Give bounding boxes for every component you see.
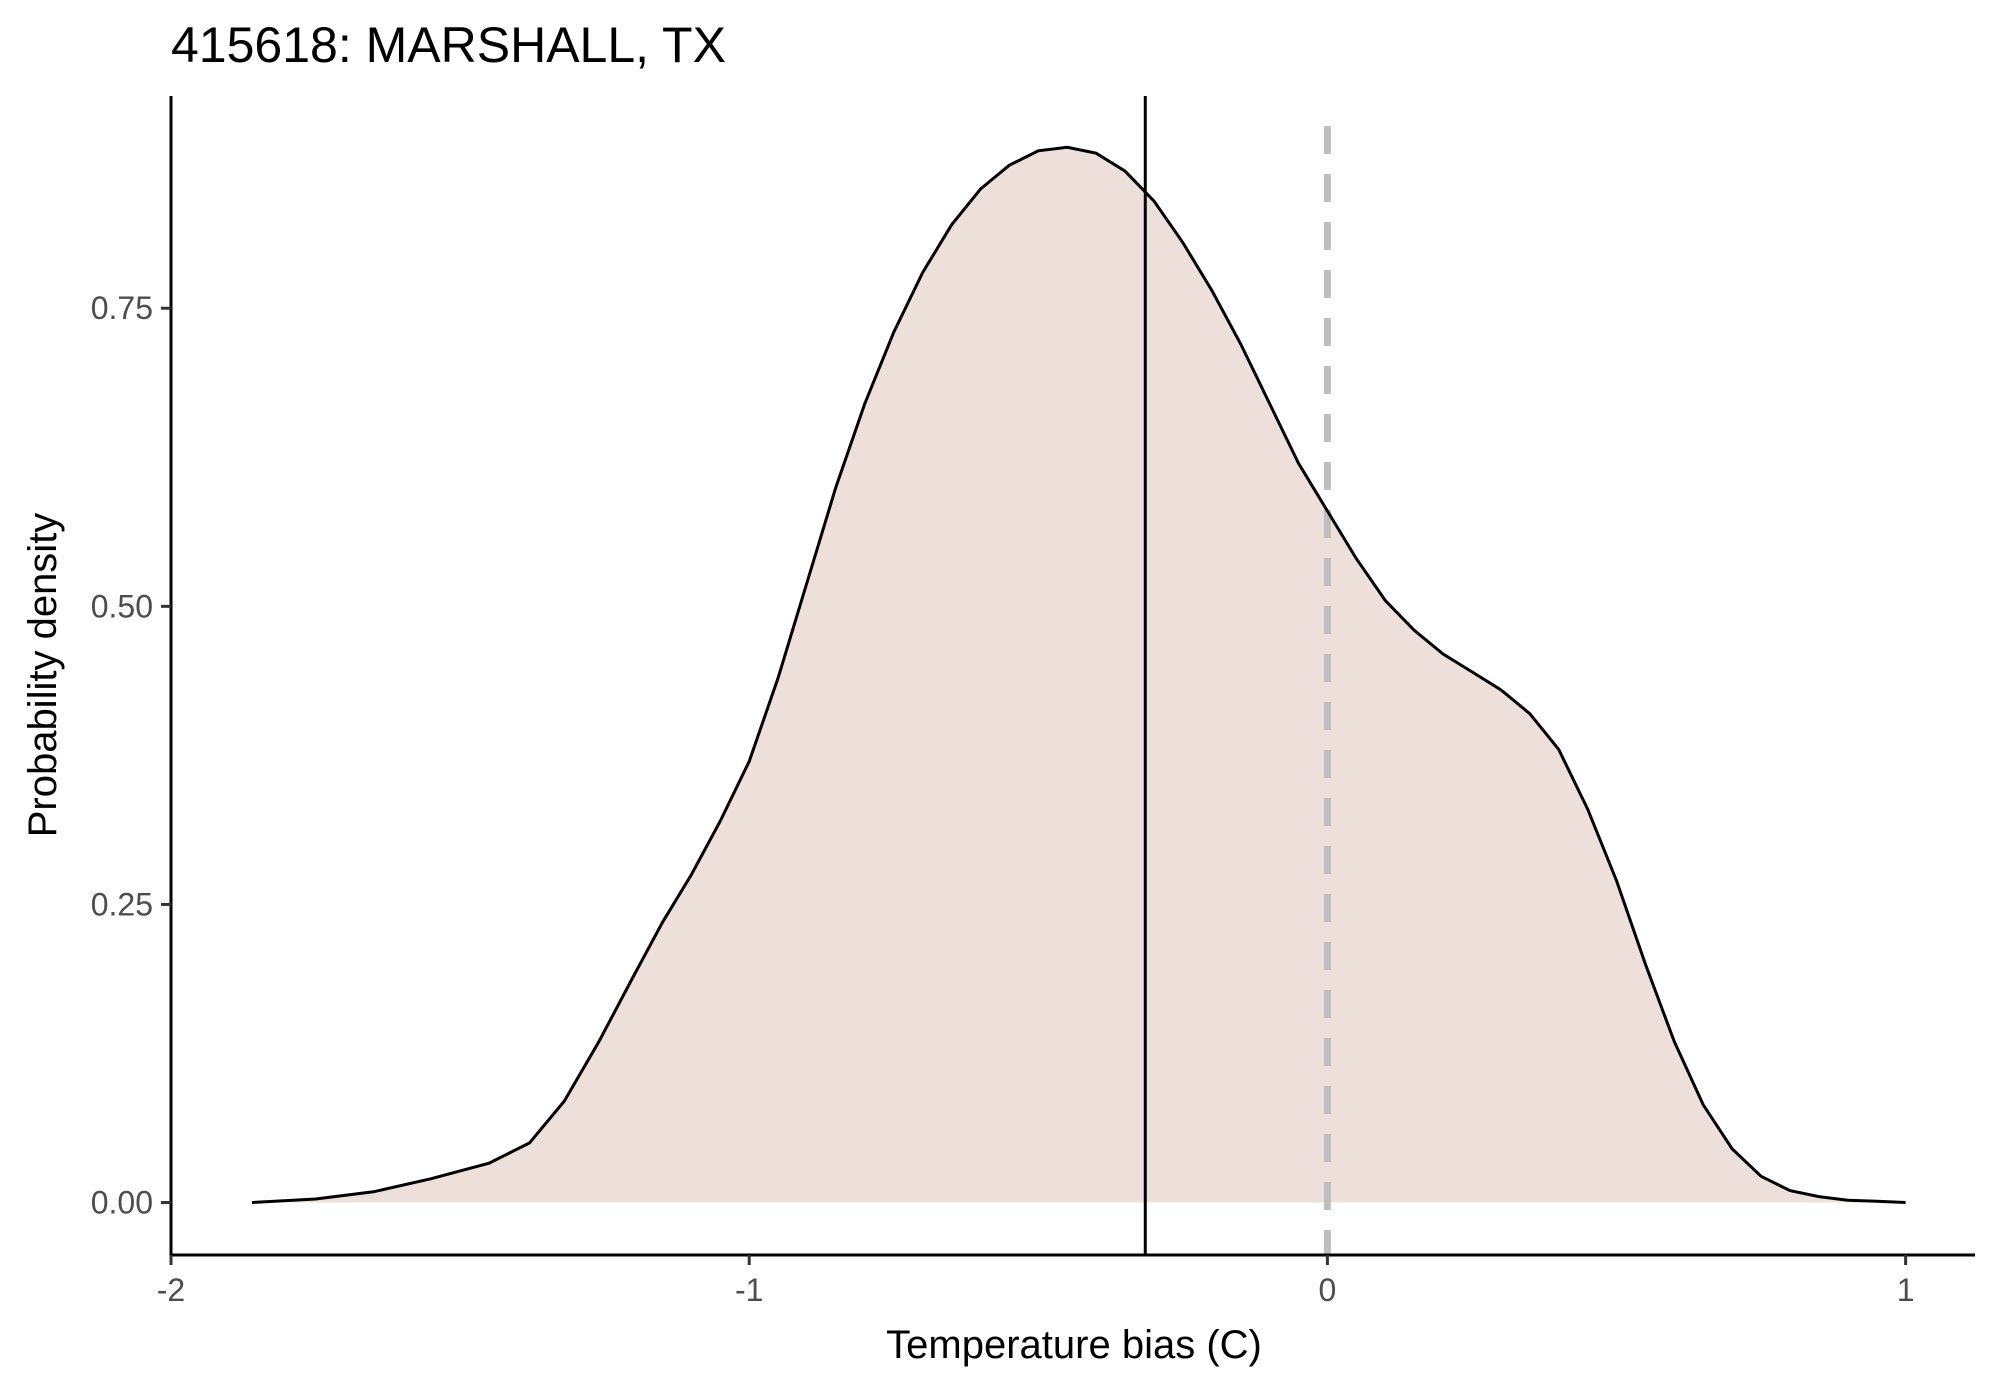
x-tick-label: -2 xyxy=(157,1272,185,1308)
y-tick-label: 0.50 xyxy=(91,588,153,624)
y-axis-title: Probability density xyxy=(21,513,65,838)
x-axis-ticks: -2 -1 0 1 xyxy=(157,1255,1915,1308)
plot-area xyxy=(251,96,1906,1255)
density-fill-area xyxy=(251,147,1906,1203)
x-tick-label: 1 xyxy=(1897,1272,1915,1308)
x-tick-label: -1 xyxy=(735,1272,763,1308)
y-tick-label: 0.00 xyxy=(91,1185,153,1221)
y-tick-label: 0.75 xyxy=(91,290,153,326)
y-tick-label: 0.25 xyxy=(91,886,153,922)
chart-title: 415618: MARSHALL, TX xyxy=(171,17,726,73)
y-axis-ticks: 0.00 0.25 0.50 0.75 xyxy=(91,290,171,1221)
axes: 0.00 0.25 0.50 0.75 -2 -1 0 1 xyxy=(91,96,1975,1308)
x-axis-title: Temperature bias (C) xyxy=(886,1323,1262,1367)
x-tick-label: 0 xyxy=(1319,1272,1337,1308)
density-curve xyxy=(251,145,1906,1204)
